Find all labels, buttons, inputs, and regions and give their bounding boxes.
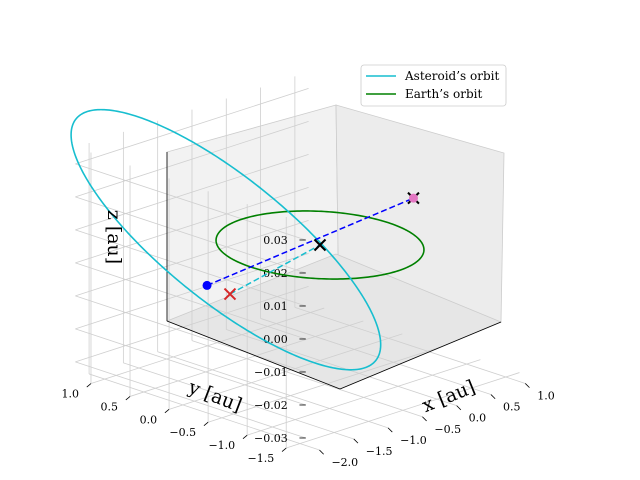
tick-label: 1.0 [537,389,555,402]
tick-label: −2.0 [331,456,358,469]
tick-mark [353,438,359,444]
tick-mark [125,396,131,401]
grid-line [75,163,306,241]
grid-line [123,362,354,440]
grid-line [88,373,320,451]
grid-lines [75,76,526,451]
tick-mark [456,405,462,411]
tick-label: 0.00 [263,333,288,346]
dashed-line-blue [206,197,414,287]
grid-line [75,220,309,297]
tick-mark [387,427,393,433]
x-axis-line [339,321,502,390]
grid-line [75,229,306,307]
legend-label-earth: Earth’s orbit [405,87,482,101]
grid-line [191,340,423,418]
grid-line [75,361,306,439]
legend: Asteroid’s orbit Earth’s orbit [360,64,507,107]
grid-line [75,187,309,264]
tick-mark [242,434,248,439]
plot-area [70,108,425,371]
grid-line [75,295,306,373]
tick-label: 0.5 [101,400,119,413]
legend-label-asteroid: Asteroid’s orbit [404,69,499,83]
tick-label: −1.0 [208,439,235,452]
tick-label: −0.5 [169,426,196,439]
grid-line [75,262,306,340]
tick-mark [524,383,530,388]
tick-mark [86,383,92,388]
tick-mark [164,409,170,414]
grid-line [157,351,389,429]
tick-label: 0.03 [263,234,288,247]
tick-label: 0.0 [140,413,158,426]
tick-label: 0.0 [469,412,487,425]
grid-line [294,306,526,384]
grid-line [260,318,492,395]
tick-label: 1.0 [61,388,79,401]
marker-x-0 [313,238,327,252]
y-axis-line [166,320,341,390]
axes-lines [166,152,502,390]
z-axis-label: z [au] [103,210,125,264]
tick-mark [203,421,209,427]
tick-marks [86,239,530,455]
grid-line [75,88,309,165]
grid-line [75,328,306,406]
grid-line [226,329,457,407]
tick-labels: −2.0 −1.5 −1.0 −0.5 0.0 0.5 1.0 1.0 0.5 0.0 −0.5 −1… [61,234,554,469]
grid-line [286,372,520,449]
tick-label: −1.0 [400,434,427,447]
tick-mark [319,449,324,455]
tick-label: 0.01 [263,300,288,313]
marker-x-3 [223,287,237,301]
marker-dot-4 [202,280,212,290]
tick-label: −0.03 [254,432,288,445]
tick-label: −0.5 [434,423,461,436]
tick-label: −0.01 [254,366,288,379]
tick-label: −0.02 [254,399,288,412]
markers [202,191,420,301]
series-asteroid-orbit [70,108,382,371]
grid-line [75,286,309,363]
grid-line [75,121,309,198]
tick-mark [422,416,427,422]
tick-label: −1.5 [248,452,275,465]
marker-dot-2 [408,193,418,203]
tick-label: 0.5 [503,401,520,414]
dashed-line-cyan [229,244,321,295]
tick-mark [490,394,496,400]
tick-mark [281,447,287,452]
legend-box [360,64,507,107]
tick-label: −1.5 [366,445,393,458]
